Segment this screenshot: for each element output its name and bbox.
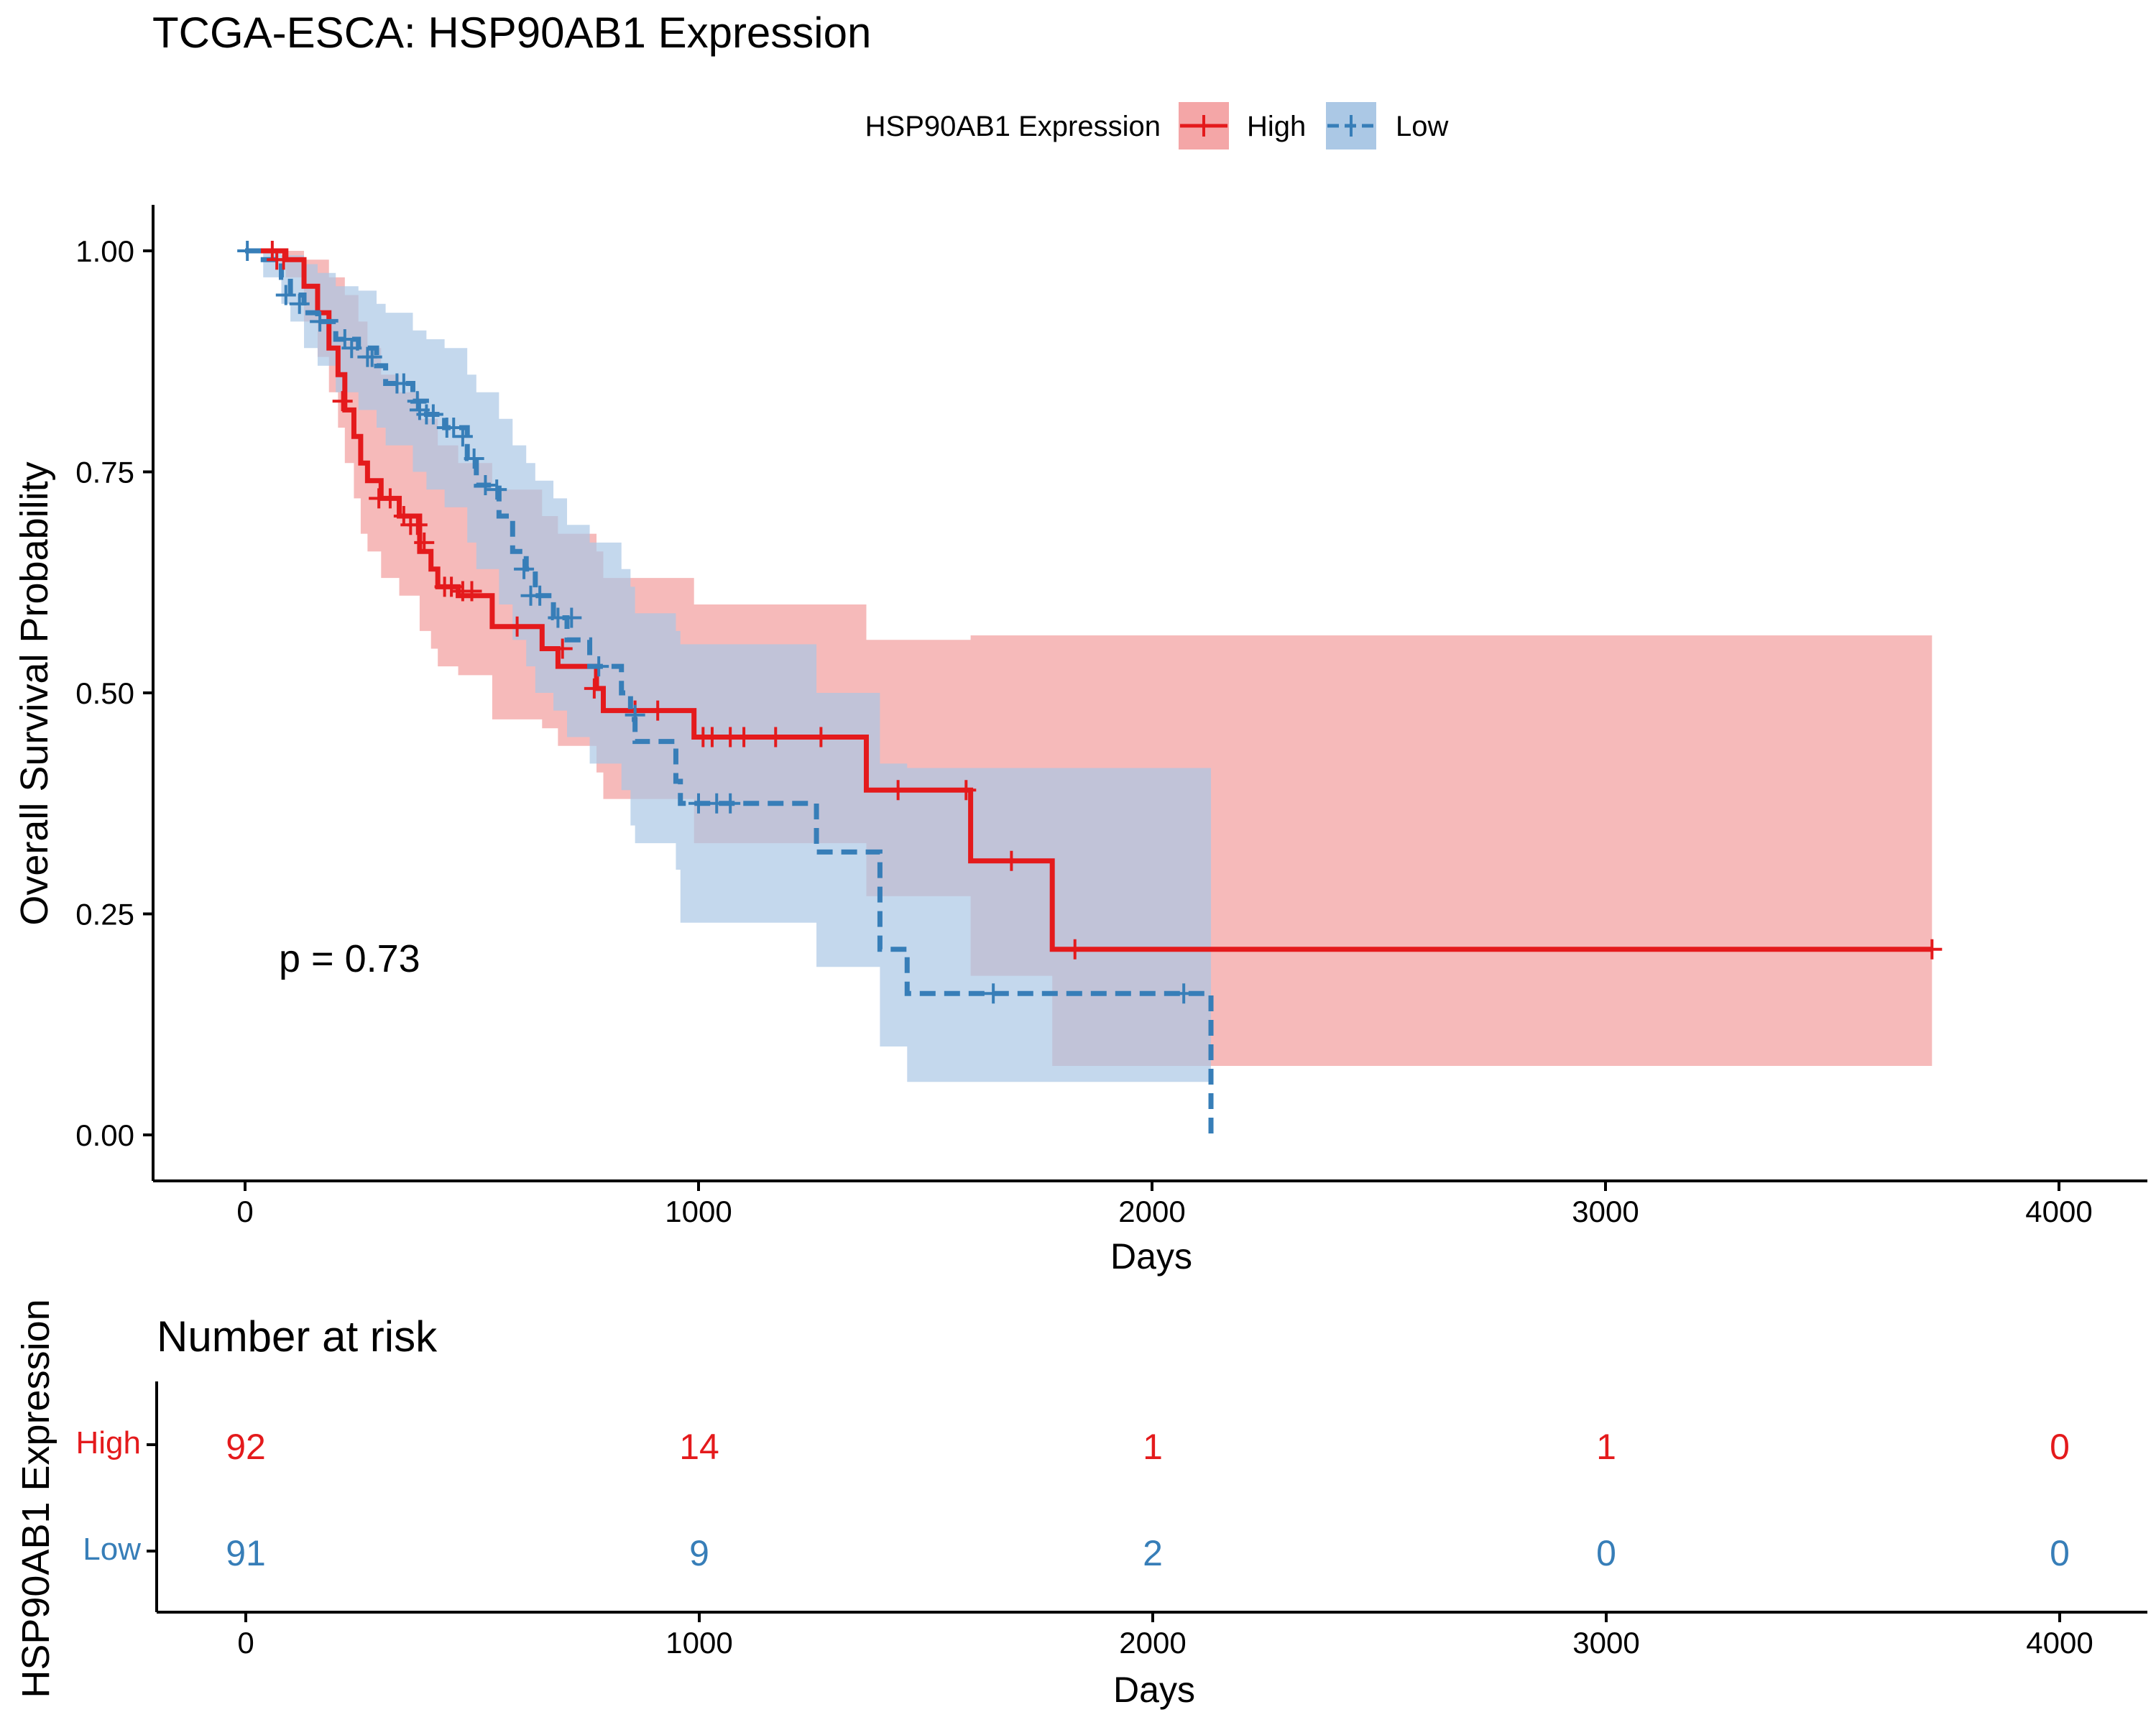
censor-mark (1064, 939, 1085, 960)
risk-count-high: 14 (679, 1427, 719, 1467)
x-tick-label: 4000 (2025, 1195, 2092, 1228)
risk-x-axis-label: Days (1113, 1670, 1195, 1710)
x-axis-label: Days (1110, 1236, 1192, 1276)
legend-label-low: Low (1396, 111, 1448, 142)
legend-label-high: High (1247, 111, 1306, 142)
risk-x-tick-label: 2000 (1119, 1626, 1186, 1660)
censor-mark (441, 576, 462, 597)
censor-mark (983, 983, 1004, 1004)
censor-mark (414, 532, 435, 553)
y-tick-label: 0.00 (75, 1118, 134, 1152)
censor-mark (275, 285, 296, 305)
censor-mark (443, 418, 464, 438)
risk-count-high: 92 (226, 1427, 266, 1467)
censor-mark (423, 404, 443, 425)
risk-count-low: 2 (1143, 1533, 1163, 1573)
y-tick-label: 0.50 (75, 676, 134, 710)
censor-mark (589, 656, 609, 677)
pvalue-label: p = 0.73 (279, 937, 420, 980)
censor-mark (487, 479, 507, 500)
censor-mark (341, 338, 362, 359)
censor-mark (514, 558, 535, 579)
censor-mark (310, 311, 331, 332)
ci-band-high (245, 251, 1932, 1067)
risk-x-tick-label: 1000 (665, 1626, 732, 1660)
y-tick-label: 0.75 (75, 456, 134, 489)
censor-mark (475, 474, 496, 495)
risk-y-axis-label: HSP90AB1 Expression (14, 1299, 57, 1698)
censor-mark (393, 373, 414, 394)
legend-key-high (1179, 102, 1229, 150)
risk-table-title: Number at risk (157, 1312, 438, 1361)
censor-mark (734, 727, 755, 748)
x-tick-label: 0 (236, 1195, 253, 1228)
censor-mark (888, 780, 908, 801)
x-tick-label: 1000 (665, 1195, 732, 1228)
risk-row-label-low: Low (83, 1532, 141, 1567)
censor-mark (625, 704, 645, 725)
censor-mark (765, 727, 786, 748)
censor-mark (552, 638, 573, 659)
risk-count-low: 0 (1596, 1533, 1616, 1573)
censor-mark (262, 241, 282, 261)
censor-mark (273, 249, 294, 270)
legend-key-low (1326, 102, 1376, 150)
legend: HSP90AB1 Expression High Low (865, 102, 1448, 150)
censor-mark (720, 793, 741, 814)
legend-title: HSP90AB1 Expression (865, 111, 1161, 142)
censor-mark (237, 241, 258, 261)
censor-mark (584, 678, 604, 699)
censor-mark (361, 346, 382, 367)
censor-mark (289, 293, 310, 314)
y-axis-label: Overall Survival Probability (13, 461, 56, 925)
x-tick-label: 2000 (1118, 1195, 1185, 1228)
censor-mark (407, 515, 428, 535)
survival-line-low (245, 248, 1214, 1135)
chart-title: TCGA-ESCA: HSP90AB1 Expression (152, 9, 871, 57)
risk-row-label-high: High (76, 1425, 142, 1460)
censor-mark (701, 727, 722, 748)
censor-marks-low (237, 241, 1194, 1004)
censor-marks-high (262, 241, 1943, 960)
km-plot-area: 0.00 0.25 0.50 0.75 1.00 0 1000 2000 3000 4000 (75, 205, 2147, 1228)
censor-mark (1174, 983, 1194, 1004)
censor-mark (688, 793, 709, 814)
censor-mark (407, 391, 428, 412)
risk-count-low: 91 (226, 1533, 266, 1573)
censor-mark (464, 448, 484, 469)
censor-mark (530, 585, 550, 606)
risk-count-high: 0 (2050, 1427, 2070, 1467)
risk-x-tick-label: 3000 (1572, 1626, 1639, 1660)
y-tick-label: 1.00 (75, 234, 134, 268)
censor-mark (452, 426, 473, 447)
risk-count-high: 1 (1596, 1427, 1616, 1467)
censor-mark (956, 780, 977, 801)
risk-x-tick-label: 4000 (2026, 1626, 2093, 1660)
risk-x-tick-label: 0 (237, 1626, 254, 1660)
risk-count-low: 9 (689, 1533, 709, 1573)
censor-mark (379, 488, 400, 509)
censor-mark (1922, 939, 1943, 960)
censor-mark (561, 607, 582, 628)
risk-count-high: 1 (1143, 1427, 1163, 1467)
censor-mark (461, 581, 482, 602)
x-tick-label: 3000 (1572, 1195, 1639, 1228)
censor-mark (648, 700, 668, 721)
censor-mark (507, 616, 528, 637)
censor-mark (811, 727, 831, 748)
risk-count-low: 0 (2050, 1533, 2070, 1573)
censor-mark (332, 391, 353, 412)
censor-mark (1001, 850, 1022, 871)
y-tick-label: 0.25 (75, 898, 134, 932)
ci-band-low (245, 251, 1212, 1082)
